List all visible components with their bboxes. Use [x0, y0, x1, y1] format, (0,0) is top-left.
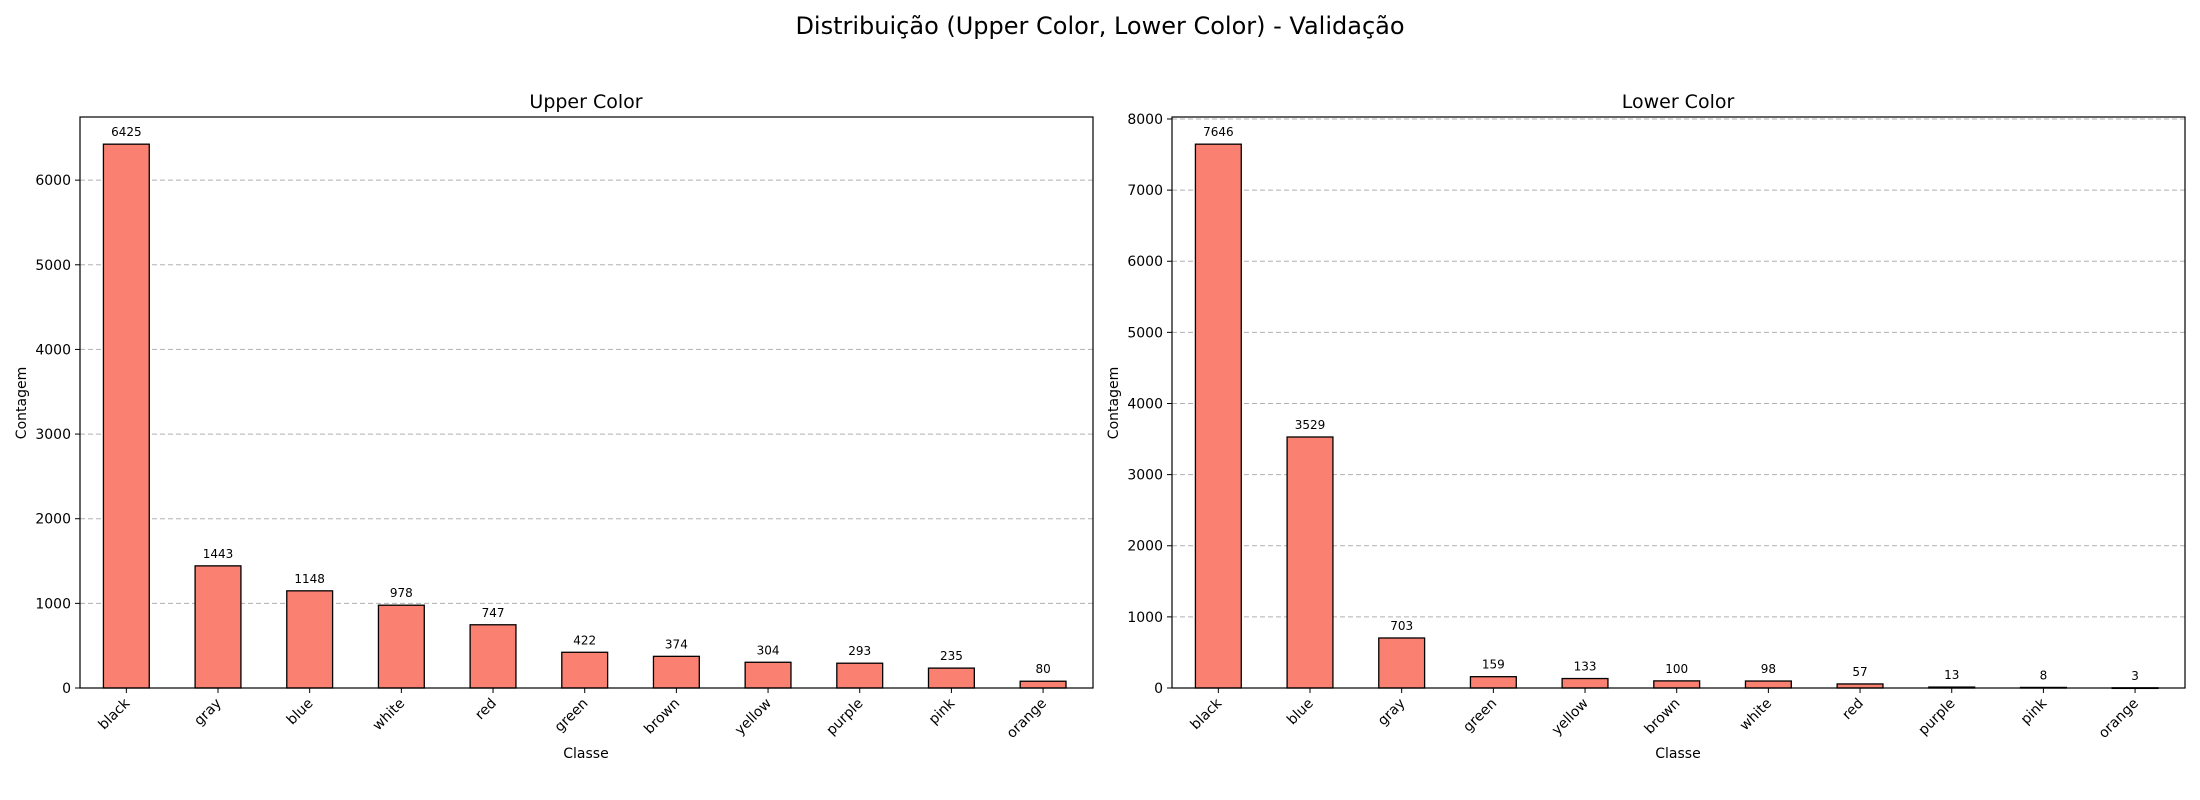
- chart-title-lower: Lower Color: [1622, 91, 1735, 113]
- y-tick-label: 2000: [35, 512, 71, 528]
- bar-gray: [194, 565, 242, 689]
- bar-green: [1469, 676, 1517, 689]
- data-label-orange: 80: [1035, 662, 1050, 676]
- data-label-blue: 3529: [1295, 418, 1326, 432]
- y-tick-label: 5000: [35, 258, 71, 274]
- data-label-purple: 13: [1944, 668, 1959, 682]
- y-tick-label: 1000: [1127, 610, 1163, 626]
- bar-green: [561, 651, 609, 689]
- data-label-purple: 293: [848, 644, 871, 658]
- x-tick-label-brown: brown: [1642, 696, 1684, 738]
- data-label-red: 57: [1852, 665, 1867, 679]
- y-tick-label: 3000: [1127, 468, 1163, 484]
- bar-blue: [286, 590, 334, 689]
- bar-yellow: [744, 661, 792, 689]
- x-tick-label-yellow: yellow: [732, 696, 775, 739]
- x-tick-label-purple: purple: [823, 696, 866, 739]
- data-label-pink: 8: [2040, 668, 2048, 682]
- grid-lines-upper: [80, 179, 1093, 604]
- bar-yellow: [1561, 677, 1609, 689]
- x-tick-label-black: black: [96, 695, 134, 733]
- data-label-white: 98: [1761, 662, 1776, 676]
- x-tick-label-black: black: [1188, 695, 1226, 733]
- bar-blue: [1286, 436, 1334, 689]
- bar-red: [1836, 683, 1884, 689]
- upper-color-chart: Upper Color Classe Contagem 0 1000 2000 300…: [14, 91, 1094, 762]
- x-tick-label-red: red: [472, 696, 500, 724]
- data-label-red: 747: [482, 606, 505, 620]
- bar-purple: [836, 662, 884, 689]
- bar-red: [469, 624, 517, 689]
- data-label-gray: 703: [1390, 619, 1413, 633]
- data-label-blue: 1148: [294, 572, 325, 586]
- bar-gray: [1378, 637, 1426, 689]
- x-axis-label-upper: Classe: [563, 746, 608, 762]
- bar-orange: [1019, 680, 1067, 689]
- data-label-yellow: 133: [1574, 660, 1597, 674]
- plot-frame-upper: [79, 116, 1094, 689]
- x-tick-label-orange: orange: [1004, 696, 1050, 742]
- data-label-black: 7646: [1203, 125, 1234, 139]
- y-axis-label-upper: Contagem: [14, 367, 30, 439]
- y-tick-label: 3000: [35, 427, 71, 443]
- x-tick-label-blue: blue: [1284, 696, 1317, 729]
- x-tick-label-pink: pink: [2018, 695, 2051, 728]
- x-tick-label-white: white: [370, 696, 408, 734]
- x-tick-label-green: green: [552, 696, 592, 736]
- lower-color-chart: Lower Color Classe Contagem 0 1000 2000 300…: [1106, 91, 2186, 762]
- y-tick-label: 5000: [1127, 325, 1163, 341]
- x-tick-label-white: white: [1737, 696, 1775, 734]
- y-tick-label: 0: [1154, 681, 1163, 697]
- bar-brown: [1653, 680, 1701, 689]
- x-tick-label-red: red: [1839, 696, 1867, 724]
- x-tick-label-green: green: [1460, 696, 1500, 736]
- y-tick-label: 0: [62, 681, 71, 697]
- bar-white: [1744, 680, 1792, 689]
- data-label-green: 159: [1482, 658, 1505, 672]
- x-tick-label-yellow: yellow: [1549, 696, 1592, 739]
- chart-title-upper: Upper Color: [529, 91, 642, 113]
- data-label-black: 6425: [111, 125, 142, 139]
- grid-lines-lower: [1172, 118, 2185, 618]
- bar-pink: [927, 667, 975, 689]
- y-tick-label: 8000: [1127, 112, 1163, 128]
- bar-black: [102, 143, 150, 689]
- x-tick-label-gray: gray: [191, 696, 225, 730]
- x-tick-label-pink: pink: [926, 695, 959, 728]
- data-label-pink: 235: [940, 649, 963, 663]
- y-tick-label: 4000: [35, 342, 71, 358]
- data-label-brown: 100: [1665, 662, 1688, 676]
- y-tick-label: 2000: [1127, 539, 1163, 555]
- data-label-orange: 3: [2131, 669, 2139, 683]
- bar-white: [377, 604, 425, 689]
- figure-title: Distribuição (Upper Color, Lower Color) …: [795, 12, 1404, 40]
- x-tick-label-blue: blue: [284, 696, 317, 729]
- y-axis-label-lower: Contagem: [1106, 367, 1122, 439]
- y-tick-label: 6000: [1127, 254, 1163, 270]
- x-tick-label-purple: purple: [1915, 696, 1958, 739]
- data-label-gray: 1443: [203, 547, 234, 561]
- y-tick-label: 6000: [35, 173, 71, 189]
- x-axis-label-lower: Classe: [1655, 746, 1700, 762]
- data-label-green: 422: [573, 633, 596, 647]
- x-tick-label-orange: orange: [2096, 696, 2142, 742]
- data-label-yellow: 304: [757, 643, 780, 657]
- x-tick-label-gray: gray: [1375, 696, 1409, 730]
- bar-brown: [652, 655, 700, 689]
- data-label-brown: 374: [665, 637, 688, 651]
- y-tick-label: 1000: [35, 596, 71, 612]
- data-label-white: 978: [390, 586, 413, 600]
- y-tick-label: 7000: [1127, 183, 1163, 199]
- y-tick-label: 4000: [1127, 396, 1163, 412]
- bar-black: [1194, 143, 1242, 689]
- plot-frame-lower: [1171, 116, 2186, 689]
- x-tick-label-brown: brown: [641, 696, 683, 738]
